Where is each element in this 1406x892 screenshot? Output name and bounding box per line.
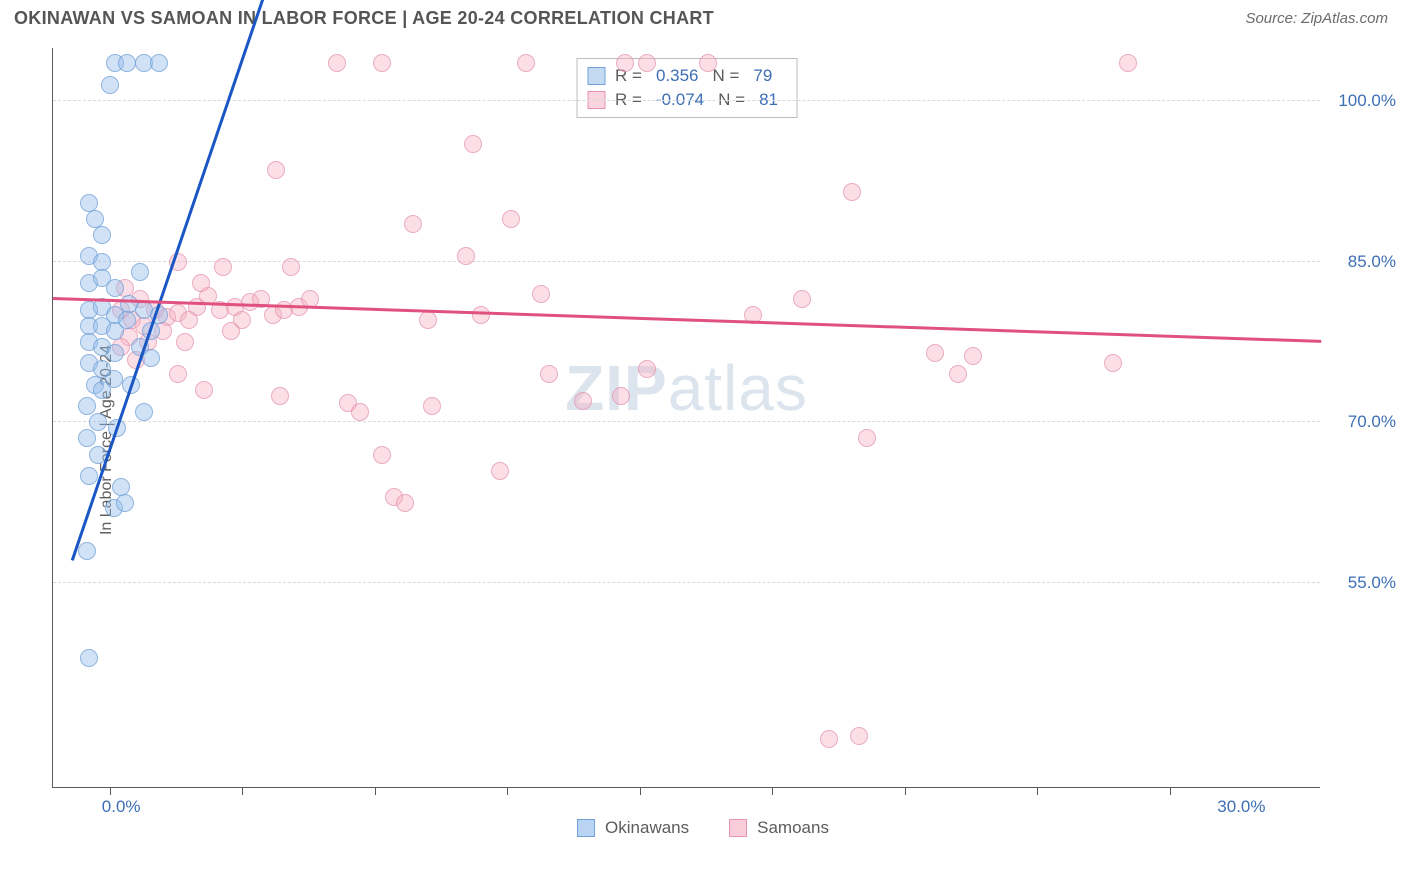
scatter-point xyxy=(638,54,656,72)
scatter-point xyxy=(540,365,558,383)
scatter-point xyxy=(180,311,198,329)
scatter-point xyxy=(396,494,414,512)
y-tick-label: 55.0% xyxy=(1326,573,1396,593)
scatter-point xyxy=(457,247,475,265)
swatch-okinawans-icon xyxy=(587,67,605,85)
scatter-point xyxy=(373,446,391,464)
scatter-point xyxy=(222,322,240,340)
scatter-point xyxy=(472,306,490,324)
scatter-point xyxy=(328,54,346,72)
n-label-0: N = xyxy=(712,64,739,88)
scatter-point xyxy=(176,333,194,351)
scatter-point xyxy=(926,344,944,362)
scatter-point xyxy=(464,135,482,153)
scatter-point xyxy=(282,258,300,276)
scatter-point xyxy=(638,360,656,378)
watermark: ZIPatlas xyxy=(565,351,808,425)
scatter-point xyxy=(135,403,153,421)
scatter-point xyxy=(858,429,876,447)
y-tick-label: 100.0% xyxy=(1326,91,1396,111)
chart-title: OKINAWAN VS SAMOAN IN LABOR FORCE | AGE … xyxy=(14,8,714,29)
scatter-point xyxy=(80,467,98,485)
scatter-point xyxy=(491,462,509,480)
x-tick xyxy=(242,787,243,795)
x-tick xyxy=(507,787,508,795)
stats-box: R = 0.356 N = 79 R = -0.074 N = 81 xyxy=(576,58,797,118)
gridline xyxy=(53,421,1320,422)
scatter-point xyxy=(131,263,149,281)
watermark-atlas: atlas xyxy=(668,352,808,424)
scatter-point xyxy=(80,649,98,667)
legend: Okinawans Samoans xyxy=(577,818,829,838)
scatter-point xyxy=(271,387,289,405)
scatter-point xyxy=(214,258,232,276)
plot-area: ZIPatlas R = 0.356 N = 79 R = -0.074 N =… xyxy=(52,48,1320,788)
x-tick-label: 0.0% xyxy=(102,797,141,817)
y-tick-label: 70.0% xyxy=(1326,412,1396,432)
r-value-0: 0.356 xyxy=(652,64,703,88)
scatter-point xyxy=(112,478,130,496)
scatter-point xyxy=(106,344,124,362)
scatter-point xyxy=(612,387,630,405)
scatter-point xyxy=(150,54,168,72)
x-tick xyxy=(772,787,773,795)
scatter-point xyxy=(574,392,592,410)
gridline xyxy=(53,261,1320,262)
scatter-point xyxy=(616,54,634,72)
legend-swatch-samoans-icon xyxy=(729,819,747,837)
scatter-point xyxy=(105,370,123,388)
title-bar: OKINAWAN VS SAMOAN IN LABOR FORCE | AGE … xyxy=(0,0,1406,35)
source-label: Source: ZipAtlas.com xyxy=(1245,10,1388,27)
legend-item-okinawans: Okinawans xyxy=(577,818,689,838)
x-tick xyxy=(1037,787,1038,795)
scatter-point xyxy=(964,347,982,365)
scatter-point xyxy=(195,381,213,399)
legend-swatch-okinawans-icon xyxy=(577,819,595,837)
scatter-point xyxy=(423,397,441,415)
scatter-point xyxy=(1119,54,1137,72)
scatter-point xyxy=(793,290,811,308)
scatter-point xyxy=(169,365,187,383)
scatter-point xyxy=(850,727,868,745)
scatter-point xyxy=(78,397,96,415)
scatter-point xyxy=(843,183,861,201)
scatter-point xyxy=(1104,354,1122,372)
n-value-0: 79 xyxy=(749,64,776,88)
scatter-point xyxy=(192,274,210,292)
scatter-point xyxy=(116,494,134,512)
gridline xyxy=(53,582,1320,583)
gridline xyxy=(53,100,1320,101)
scatter-point xyxy=(820,730,838,748)
scatter-point xyxy=(532,285,550,303)
legend-label-samoans: Samoans xyxy=(757,818,829,838)
y-tick-label: 85.0% xyxy=(1326,252,1396,272)
scatter-point xyxy=(699,54,717,72)
x-tick xyxy=(905,787,906,795)
scatter-point xyxy=(101,76,119,94)
scatter-point xyxy=(93,226,111,244)
scatter-point xyxy=(78,429,96,447)
x-tick xyxy=(640,787,641,795)
scatter-point xyxy=(373,54,391,72)
scatter-point xyxy=(267,161,285,179)
scatter-point xyxy=(78,542,96,560)
scatter-point xyxy=(118,311,136,329)
scatter-point xyxy=(502,210,520,228)
scatter-point xyxy=(89,413,107,431)
legend-item-samoans: Samoans xyxy=(729,818,829,838)
scatter-point xyxy=(404,215,422,233)
x-tick xyxy=(110,787,111,795)
legend-label-okinawans: Okinawans xyxy=(605,818,689,838)
x-tick-label: 30.0% xyxy=(1217,797,1265,817)
chart-container: In Labor Force | Age 20-24 ZIPatlas R = … xyxy=(14,40,1392,840)
scatter-point xyxy=(118,54,136,72)
x-tick xyxy=(1170,787,1171,795)
scatter-point xyxy=(106,279,124,297)
scatter-point xyxy=(419,311,437,329)
scatter-point xyxy=(517,54,535,72)
x-tick xyxy=(375,787,376,795)
scatter-point xyxy=(351,403,369,421)
scatter-point xyxy=(142,349,160,367)
scatter-point xyxy=(949,365,967,383)
